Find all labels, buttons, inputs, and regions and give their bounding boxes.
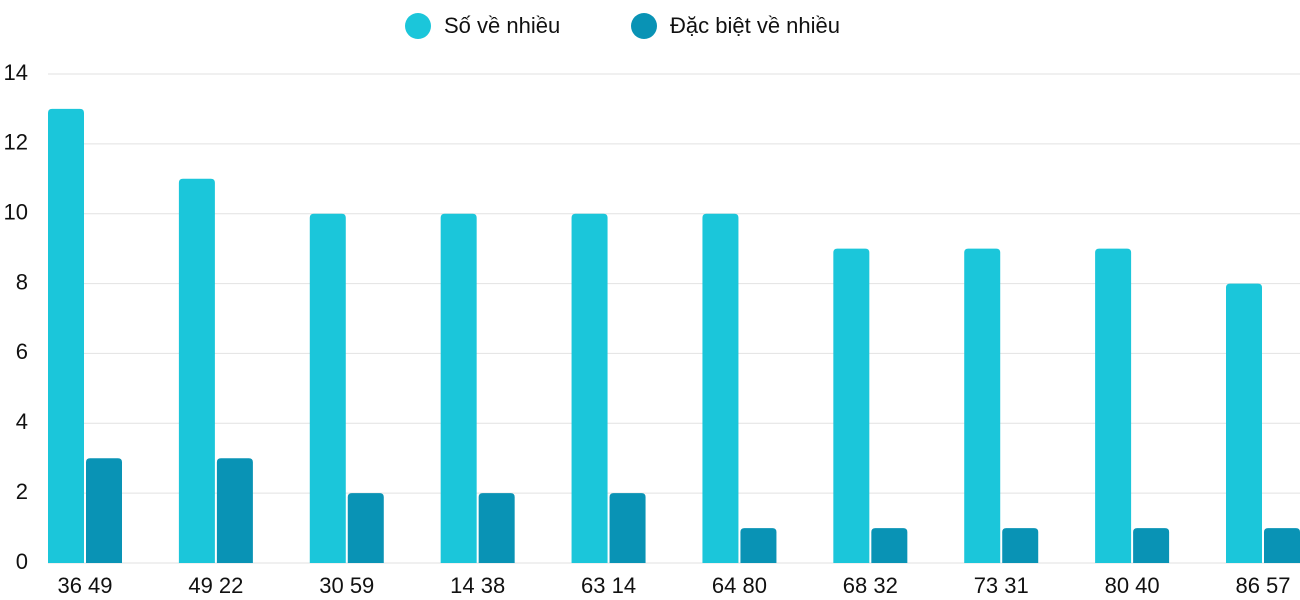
legend-marker <box>631 13 657 39</box>
bar <box>1095 248 1132 563</box>
x-tick-label: 63 14 <box>581 573 636 598</box>
legend-label: Số về nhiều <box>444 13 560 38</box>
bar <box>571 213 608 563</box>
bar <box>1264 528 1300 563</box>
y-tick-label: 8 <box>16 269 28 294</box>
x-tick-label: 14 38 <box>450 573 505 598</box>
bar <box>964 248 1001 563</box>
bar <box>86 458 122 563</box>
y-tick-label: 2 <box>16 479 28 504</box>
bar <box>178 178 215 564</box>
y-tick-label: 14 <box>4 60 28 85</box>
bar <box>1002 528 1039 563</box>
x-tick-label: 80 40 <box>1105 573 1160 598</box>
x-tick-label: 36 49 <box>57 573 112 598</box>
bar <box>1226 283 1262 563</box>
bar <box>440 213 477 563</box>
x-tick-label: 68 32 <box>843 573 898 598</box>
bar <box>309 213 346 563</box>
bar <box>871 528 908 563</box>
x-tick-label: 73 31 <box>974 573 1029 598</box>
y-tick-label: 0 <box>16 549 28 574</box>
legend-label: Đặc biệt về nhiều <box>670 13 840 38</box>
bar <box>216 458 253 563</box>
x-tick-label: 64 80 <box>712 573 767 598</box>
y-tick-label: 12 <box>4 130 28 155</box>
bar <box>347 493 384 563</box>
y-tick-label: 6 <box>16 339 28 364</box>
legend-marker <box>405 13 431 39</box>
bar <box>1133 528 1170 563</box>
x-tick-label: 49 22 <box>188 573 243 598</box>
bar <box>833 248 870 563</box>
x-tick-label: 30 59 <box>319 573 374 598</box>
bar <box>478 493 515 563</box>
y-tick-label: 10 <box>4 200 28 225</box>
x-tick-label: 86 57 <box>1235 573 1290 598</box>
bar <box>702 213 739 563</box>
bar <box>609 493 646 563</box>
y-tick-label: 4 <box>16 409 28 434</box>
bar <box>48 108 84 563</box>
bar <box>740 528 777 563</box>
